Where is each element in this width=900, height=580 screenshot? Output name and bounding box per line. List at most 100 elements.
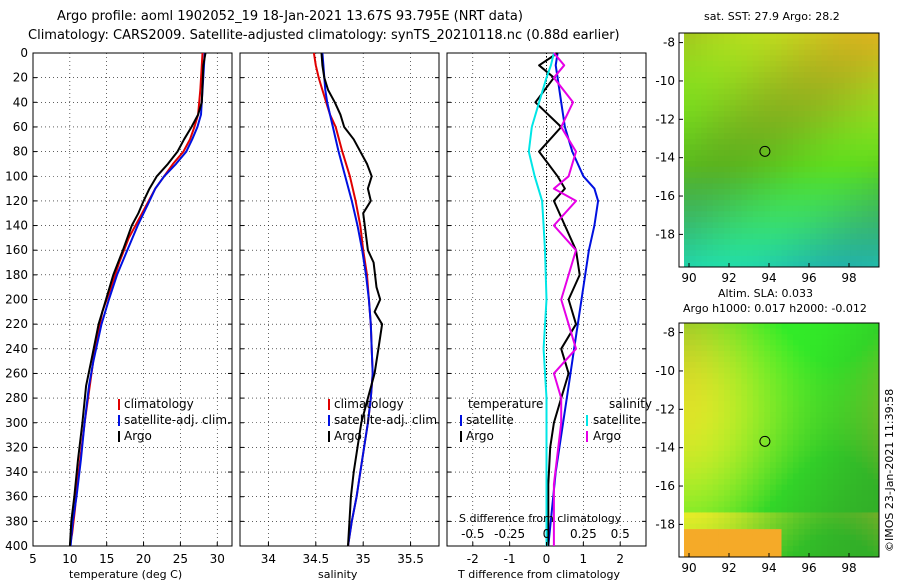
map-cell [827, 233, 834, 240]
map-cell [850, 99, 857, 106]
map-cell [838, 177, 845, 184]
map-cell [815, 138, 823, 145]
map-cell [701, 389, 708, 396]
map-cell [833, 334, 840, 341]
map-cell [810, 406, 817, 413]
map-cell [781, 211, 788, 218]
map-cell [787, 155, 794, 162]
map-cell [758, 545, 765, 552]
map-cell [827, 484, 834, 491]
map-cell [873, 127, 880, 134]
title-line-1: Argo profile: aoml 1902052_19 18-Jan-202… [57, 9, 523, 24]
map-cell [729, 155, 737, 162]
map-cell [850, 172, 857, 179]
map-cell [775, 144, 782, 151]
map-cell [827, 155, 834, 162]
map-cell [833, 122, 840, 129]
map-cell [810, 138, 817, 145]
map-cell [684, 33, 691, 39]
map-cell [804, 228, 811, 234]
map-cell [798, 166, 805, 173]
map-cell [706, 428, 714, 435]
map-cell [787, 518, 794, 524]
map-cell [752, 161, 759, 168]
map-cell [781, 60, 788, 67]
map-cell [741, 495, 748, 502]
map-cell [833, 378, 840, 385]
map-cell [861, 551, 868, 558]
map-cell [741, 445, 748, 452]
map-cell [718, 166, 725, 173]
map-cell [787, 66, 794, 73]
map-cell [770, 122, 777, 129]
map-cell [821, 194, 828, 201]
legend-argo-label: Argo [334, 429, 362, 443]
map-cell [804, 189, 811, 195]
map-cell [856, 423, 863, 430]
map-cell [827, 77, 834, 84]
map-cell [792, 228, 800, 234]
map-cell [861, 233, 868, 240]
map-y-tick-label: -18 [655, 227, 675, 241]
map-cell [724, 334, 731, 341]
map-cell [741, 451, 748, 458]
map-cell [689, 161, 696, 168]
map-cell [701, 177, 708, 184]
map-cell [701, 183, 708, 190]
map-cell [689, 99, 696, 106]
map-cell [764, 183, 771, 190]
map-cell [861, 127, 868, 134]
map-cell [718, 389, 725, 396]
map-cell [706, 356, 714, 363]
map-cell [758, 211, 765, 218]
map-y-tick-label: -16 [655, 189, 675, 203]
map-cell [775, 473, 782, 480]
map-cell [873, 456, 880, 463]
map-cell [747, 122, 754, 129]
map-cell [752, 467, 759, 474]
map-cell [833, 350, 840, 357]
map-cell [735, 144, 742, 151]
map-cell [729, 479, 737, 485]
map-cell [787, 467, 794, 474]
map-cell [724, 144, 731, 151]
map-cell [695, 172, 702, 179]
map-cell [764, 233, 771, 240]
map-cell [856, 88, 863, 95]
map-cell [804, 83, 811, 90]
map-cell [833, 44, 840, 51]
map-cell [706, 250, 714, 257]
map-cell [764, 456, 771, 463]
map-cell [821, 350, 828, 357]
map-cell [838, 328, 845, 335]
map-cell [712, 428, 719, 435]
map-cell [701, 384, 708, 391]
map-cell [798, 200, 805, 207]
map-cell [770, 83, 777, 90]
map-cell [827, 473, 834, 480]
map-cell [827, 512, 834, 519]
map-cell [770, 495, 777, 502]
map-cell [867, 545, 874, 552]
map-cell [798, 473, 805, 480]
map-cell [804, 49, 811, 56]
map-cell [861, 428, 868, 435]
map-cell [758, 261, 765, 268]
map-cell [706, 94, 714, 101]
map-cell [821, 334, 828, 341]
map-cell [775, 506, 782, 513]
map-cell [827, 523, 834, 530]
map-cell [821, 166, 828, 173]
map-cell [838, 423, 845, 430]
map-cell [701, 328, 708, 335]
map-cell [821, 60, 828, 67]
map-cell [810, 72, 817, 78]
map-cell [856, 417, 863, 424]
map-cell [718, 423, 725, 430]
map-cell [695, 105, 702, 112]
map-cell [827, 445, 834, 452]
map-cell [815, 323, 823, 329]
map-y-tick-label: -14 [655, 441, 675, 455]
map-cell [718, 428, 725, 435]
map-cell [838, 473, 845, 480]
